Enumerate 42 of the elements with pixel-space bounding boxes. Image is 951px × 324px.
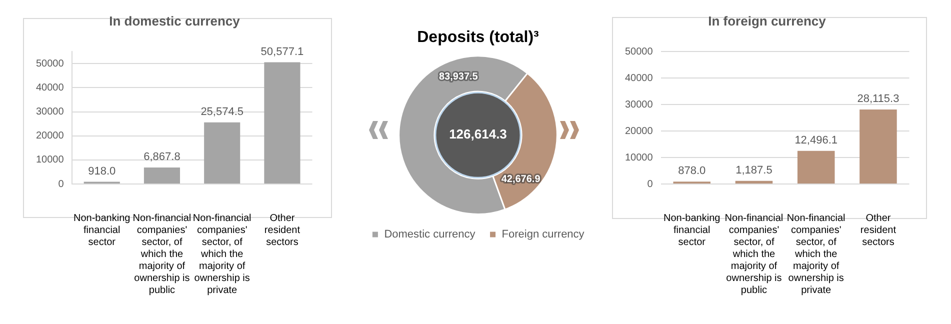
bar [264, 62, 300, 184]
data-label: 1,187.5 [736, 164, 772, 176]
data-label: 6,867.8 [144, 151, 180, 163]
data-label: 42,676.9 [501, 174, 541, 185]
bar [204, 122, 240, 184]
y-tick-label: 20000 [624, 126, 654, 137]
x-tick-label: Non-banking financial sector [74, 212, 130, 248]
bar [735, 180, 773, 184]
y-tick-label: 40000 [36, 82, 64, 94]
y-tick-label: 0 [647, 178, 654, 190]
y-tick-label: 0 [58, 178, 64, 190]
data-label: 12,496.1 [794, 134, 838, 146]
y-tick-label: 10000 [36, 154, 64, 166]
data-label: 28,115.3 [857, 93, 900, 106]
x-tick-label: Non-financial companies' sector, of which the majority of ownership is private [192, 212, 252, 296]
x-tick-label: Other resident sectors [860, 212, 896, 248]
chart-title: Deposits (total)³ [417, 29, 539, 46]
x-tick-label: Other resident sectors [264, 212, 300, 248]
y-tick-label: 50000 [36, 58, 64, 70]
data-label: 50,577.1 [260, 46, 304, 58]
data-label: 918.0 [88, 165, 116, 178]
x-tick-label: Non-financial companies' sector, of which the majority of ownership is public [724, 212, 784, 296]
y-tick-label: 40000 [624, 72, 654, 84]
y-tick-label: 30000 [624, 99, 654, 110]
data-label: 83,937.5 [438, 72, 478, 83]
legend-label: Foreign currency [502, 228, 585, 241]
y-tick-label: 30000 [36, 106, 64, 118]
legend-label: Domestic currency [384, 228, 476, 241]
data-label: 878.0 [678, 165, 706, 178]
text: 126,614.3 [449, 126, 507, 142]
y-tick-label: 10000 [624, 152, 654, 164]
x-tick-label: Non-banking financial sector [664, 212, 720, 248]
y-tick-label: 50000 [624, 46, 654, 58]
chart-title: In domestic currency [109, 13, 241, 28]
x-tick-label: Non-financial companies' sector, of which the majority of ownership is public [132, 212, 192, 296]
data-label: 25,574.5 [200, 106, 244, 118]
x-tick-label: Non-financial companies' sector, of which the majority of ownership is private [786, 212, 846, 296]
chart-title: In foreign currency [708, 13, 827, 28]
bar [797, 150, 835, 184]
bar [144, 167, 180, 184]
y-tick-label: 20000 [36, 130, 64, 142]
bar [860, 110, 897, 184]
